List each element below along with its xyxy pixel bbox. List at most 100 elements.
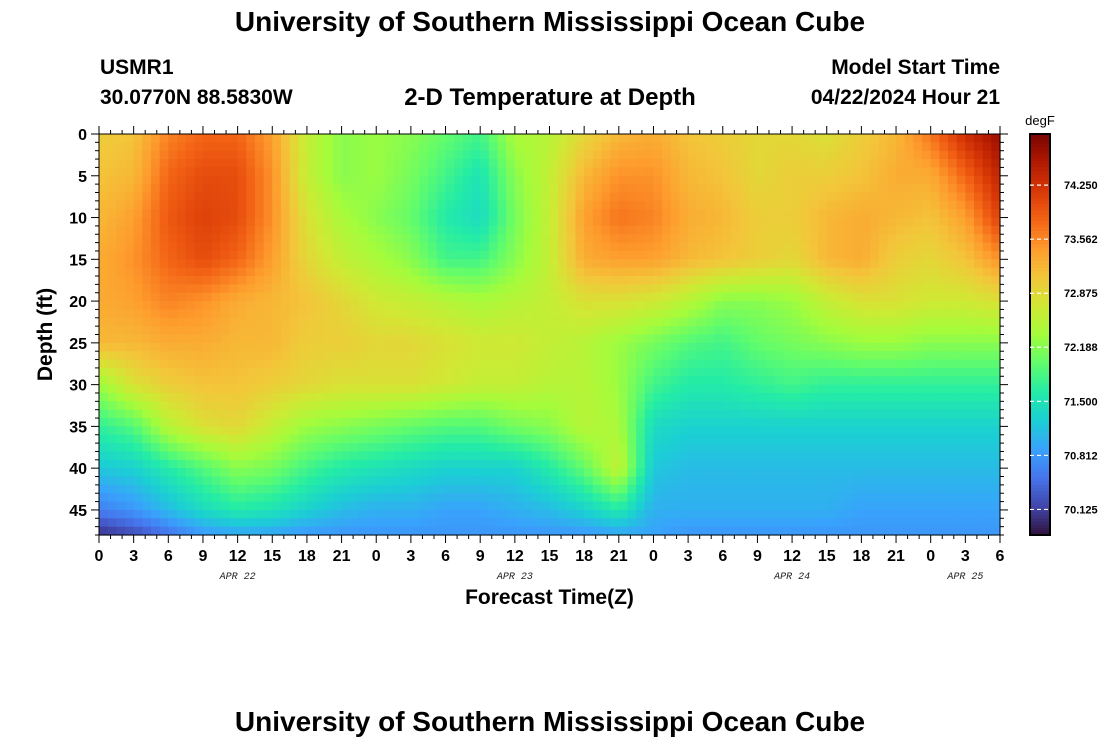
heatmap-cell [506,401,516,411]
heatmap-cell [826,367,836,377]
heatmap-cell [618,451,629,461]
heatmap-cell [263,459,273,469]
heatmap-cell [800,209,810,219]
heatmap-cell [124,250,135,260]
heatmap-cell [974,326,984,336]
heatmap-cell [159,309,169,319]
heatmap-cell [601,292,611,302]
heatmap-cell [532,392,542,402]
heatmap-cell [315,501,325,511]
heatmap-cell [220,367,230,377]
heatmap-cell [644,476,655,486]
heatmap-cell [280,526,291,536]
heatmap-cell [601,242,611,252]
heatmap-cell [956,526,966,536]
heatmap-cell [332,242,343,252]
heatmap-cell [514,284,525,294]
heatmap-cell [774,451,785,461]
heatmap-cell [150,242,161,252]
heatmap-cell [428,476,438,486]
heatmap-cell [627,192,637,202]
heatmap-cell [913,518,923,528]
heatmap-cell [965,426,975,436]
heatmap-cell [332,426,343,436]
heatmap-cell [852,192,862,202]
heatmap-cell [185,476,195,486]
heatmap-cell [176,150,187,160]
heatmap-cell [904,142,914,152]
heatmap-cell [298,426,308,436]
heatmap-cell [523,493,533,503]
heatmap-cell [896,150,906,160]
heatmap-cell [870,384,880,394]
heatmap-cell [532,418,542,427]
heatmap-cell [410,242,421,252]
heatmap-cell [150,259,161,269]
heatmap-cell [254,493,265,503]
heatmap-cell [116,459,126,469]
heatmap-cell [766,159,776,169]
heatmap-cell [705,493,715,503]
heatmap-cell [315,509,325,519]
heatmap-cell [384,493,395,503]
heatmap-cell [384,451,395,461]
heatmap-cell [731,509,741,519]
heatmap-cell [818,434,828,444]
heatmap-cell [592,418,603,427]
heatmap-cell [341,134,351,143]
heatmap-cell [194,342,204,352]
heatmap-cell [480,526,490,536]
heatmap-cell [584,459,594,469]
heatmap-cell [913,484,923,494]
heatmap-cell [202,426,213,436]
heatmap-cell [809,250,819,260]
heatmap-cell [306,309,317,319]
heatmap-cell [584,509,594,519]
heatmap-cell [246,217,256,227]
heatmap-cell [367,301,377,311]
heatmap-cell [783,409,793,419]
heatmap-cell [306,342,317,352]
heatmap-cell [939,175,949,185]
heatmap-cell [870,234,880,244]
heatmap-cell [454,142,464,152]
heatmap-cell [878,192,888,202]
heatmap-cell [930,518,940,528]
heatmap-cell [532,443,542,453]
heatmap-cell [506,501,516,511]
heatmap-cell [315,443,325,453]
heatmap-cell [740,409,750,419]
heatmap-cell [974,359,984,369]
heatmap-cell [705,142,715,152]
heatmap-cell [852,326,862,336]
heatmap-cell [324,384,334,394]
heatmap-cell [532,509,542,519]
heatmap-cell [185,217,195,227]
heatmap-cell [289,242,299,252]
heatmap-cell [540,276,551,285]
heatmap-cell [566,309,577,319]
heatmap-cell [436,267,447,277]
heatmap-cell [289,476,299,486]
heatmap-cell [878,250,888,260]
heatmap-cell [237,501,247,511]
heatmap-cell [844,376,854,386]
heatmap-cell [670,317,681,327]
heatmap-cell [679,250,689,260]
heatmap-cell [341,259,351,269]
heatmap-cell [220,484,230,494]
heatmap-cell [887,342,897,352]
heatmap-cell [558,434,568,444]
heatmap-cell [757,409,767,419]
heatmap-cell [532,351,542,361]
heatmap-cell [445,367,455,377]
heatmap-cell [636,192,646,202]
heatmap-cell [367,167,377,177]
heatmap-cell [670,342,681,352]
heatmap-cell [670,509,681,519]
heatmap-cell [124,142,135,152]
heatmap-cell [679,392,689,402]
heatmap-cell [168,443,178,453]
heatmap-cell [766,359,776,369]
heatmap-cell [341,276,351,285]
